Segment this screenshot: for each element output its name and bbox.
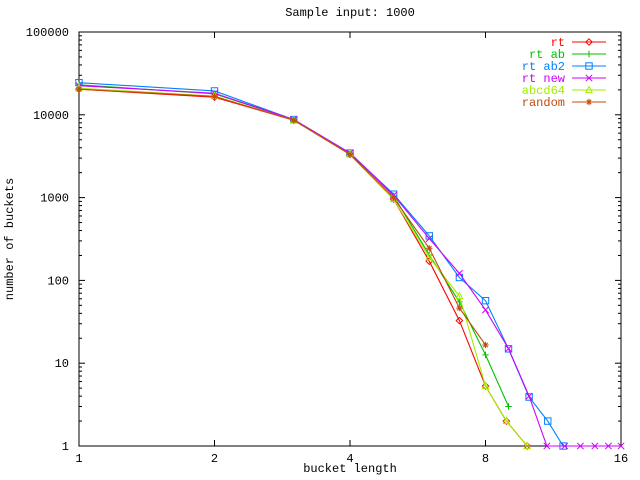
svg-text:bucket length: bucket length (303, 462, 397, 476)
svg-text:1000: 1000 (40, 192, 69, 206)
svg-text:16: 16 (614, 452, 628, 466)
svg-text:10: 10 (55, 357, 69, 371)
svg-text:number of buckets: number of buckets (3, 178, 17, 300)
svg-text:10000: 10000 (33, 109, 69, 123)
svg-text:100: 100 (47, 274, 69, 288)
svg-text:Sample input: 1000: Sample input: 1000 (285, 6, 415, 20)
svg-text:1: 1 (75, 452, 82, 466)
svg-text:8: 8 (482, 452, 489, 466)
svg-text:1: 1 (62, 440, 69, 454)
svg-text:random: random (522, 96, 565, 110)
svg-text:100000: 100000 (26, 26, 69, 40)
svg-text:2: 2 (211, 452, 218, 466)
